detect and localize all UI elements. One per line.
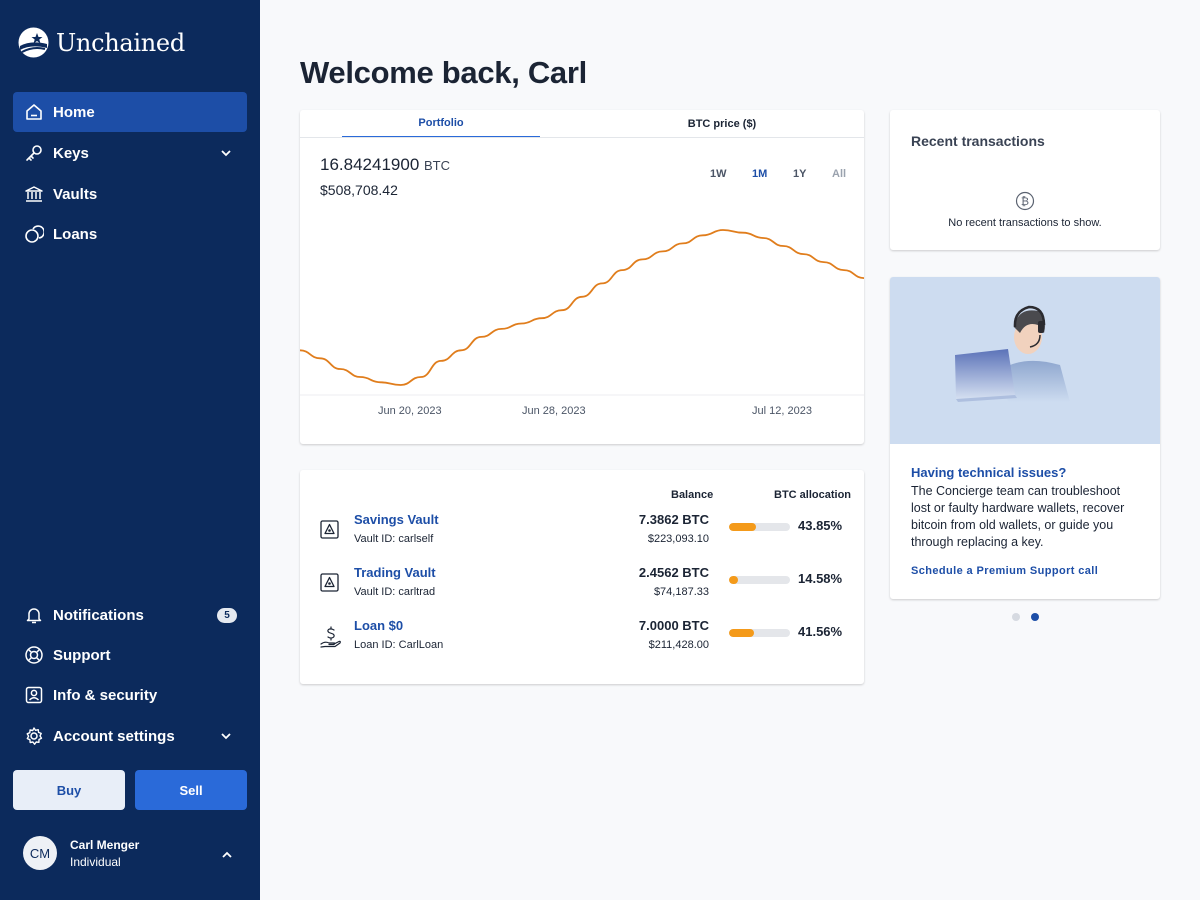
support-agent-illustration [955, 305, 1070, 402]
btc-balance: 16.84241900 BTC [320, 155, 450, 175]
bell-icon [24, 605, 44, 625]
lifebuoy-icon [24, 645, 44, 665]
loan-name[interactable]: Loan $0 [354, 618, 404, 633]
logo[interactable]: Unchained [17, 26, 185, 59]
balance-header: Balance [671, 489, 714, 501]
schedule-support-link[interactable]: Schedule a Premium Support call [911, 565, 1099, 577]
notification-count-badge: 5 [217, 608, 237, 623]
portfolio-series-line [300, 229, 864, 386]
support-card: Having technical issues? The Concierge t… [890, 277, 1160, 599]
sidebar-item-label: Home [53, 103, 95, 121]
bank-icon [24, 184, 44, 204]
x-tick-label: Jun 28, 2023 [522, 405, 586, 417]
btc-unit: BTC [424, 158, 451, 173]
loan-btc: 7.0000 BTC [638, 618, 709, 633]
sidebar-item-label: Info & security [53, 686, 158, 704]
transactions-empty-state: No recent transactions to show. [948, 217, 1102, 229]
range-1m[interactable]: 1M [752, 168, 768, 180]
btc-amount: 16.84241900 [320, 155, 420, 174]
allocation-header: BTC allocation [774, 489, 852, 501]
support-illustration [890, 277, 1160, 444]
sidebar-item-info-security[interactable]: Info & security [13, 675, 247, 715]
chevron-up-icon[interactable] [220, 848, 234, 862]
buy-button[interactable]: Buy [13, 770, 125, 810]
carousel-dot-active[interactable] [1031, 613, 1039, 621]
chevron-down-icon[interactable] [219, 729, 233, 743]
vault-icon [320, 573, 339, 592]
avatar: CM [23, 836, 57, 870]
sidebar-item-label: Keys [53, 144, 89, 162]
sidebar-item-label: Account settings [53, 727, 175, 745]
allocation-pct: 43.85% [798, 518, 843, 533]
vault-name[interactable]: Savings Vault [354, 512, 439, 527]
allocation-bar-fill [729, 576, 738, 584]
usd-balance: $508,708.42 [320, 182, 398, 198]
vault-id: Vault ID: carltrad [354, 586, 436, 598]
page-title: Welcome back, Carl [300, 55, 587, 90]
vault-row-trading[interactable]: Trading Vault Vault ID: carltrad 2.4562 … [300, 565, 864, 615]
vault-row-savings[interactable]: Savings Vault Vault ID: carlself 7.3862 … [300, 512, 864, 562]
home-icon [24, 102, 44, 122]
user-menu[interactable]: CM Carl Menger Individual [23, 835, 243, 871]
portfolio-line-chart [300, 229, 864, 396]
vaults-card: Balance BTC allocation Savings Vault Vau… [300, 470, 864, 684]
svg-text:₿: ₿ [1021, 195, 1029, 208]
sidebar-item-home[interactable]: Home [13, 92, 247, 132]
allocation-pct: 14.58% [798, 571, 843, 586]
sidebar-item-account-settings[interactable]: Account settings [13, 716, 247, 756]
user-name: Carl Menger [70, 838, 140, 852]
bitcoin-icon: ₿ [1015, 191, 1035, 211]
key-icon [24, 143, 44, 163]
gear-icon [24, 726, 44, 746]
vault-id: Vault ID: carlself [354, 533, 434, 545]
vault-btc: 7.3862 BTC [638, 512, 709, 527]
range-all[interactable]: All [832, 168, 847, 180]
sell-button[interactable]: Sell [135, 770, 247, 810]
vault-usd: $223,093.10 [647, 533, 709, 545]
tab-btc-price[interactable]: BTC price ($) [687, 118, 757, 130]
loan-hand-dollar-icon [320, 626, 341, 648]
sidebar-item-notifications[interactable]: Notifications 5 [13, 595, 247, 635]
loan-row[interactable]: Loan $0 Loan ID: CarlLoan 7.0000 BTC $21… [300, 618, 864, 668]
vault-name[interactable]: Trading Vault [354, 565, 436, 580]
sidebar: Unchained Home Keys Vaults Loans Notific… [0, 0, 260, 900]
x-tick-label: Jul 12, 2023 [752, 405, 812, 417]
loan-usd: $211,428.00 [648, 639, 709, 651]
sidebar-item-label: Vaults [53, 185, 98, 203]
sidebar-item-vaults[interactable]: Vaults [13, 174, 247, 214]
range-1y[interactable]: 1Y [793, 168, 807, 180]
allocation-bar-fill [729, 629, 755, 637]
allocation-bar-fill [729, 523, 756, 531]
sidebar-item-label: Notifications [53, 606, 144, 624]
vault-icon [320, 520, 339, 539]
unchained-logo-icon [18, 27, 49, 58]
allocation-bar [729, 576, 790, 584]
logo-text: Unchained [56, 28, 185, 57]
chevron-down-icon[interactable] [219, 146, 233, 160]
sidebar-item-label: Support [53, 646, 111, 664]
user-card-icon [24, 685, 44, 705]
sidebar-item-label: Loans [53, 225, 98, 243]
vault-btc: 2.4562 BTC [638, 565, 709, 580]
sidebar-item-support[interactable]: Support [13, 635, 247, 675]
tab-portfolio[interactable]: Portfolio [342, 110, 540, 138]
sidebar-item-loans[interactable]: Loans [13, 214, 247, 254]
loan-id: Loan ID: CarlLoan [354, 639, 444, 651]
recent-transactions-card: Recent transactions ₿ No recent transact… [890, 110, 1160, 250]
sidebar-item-keys[interactable]: Keys [13, 133, 247, 173]
range-1w[interactable]: 1W [710, 168, 727, 180]
support-heading: Having technical issues? [911, 465, 1067, 480]
transactions-title: Recent transactions [911, 133, 1045, 149]
carousel-dot[interactable] [1012, 613, 1020, 621]
portfolio-chart-card: Portfolio BTC price ($) 16.84241900 BTC … [300, 110, 864, 444]
tab-divider [300, 137, 864, 138]
loans-icon [24, 224, 44, 244]
allocation-bar [729, 629, 790, 637]
allocation-bar [729, 523, 790, 531]
support-body: The Concierge team can troubleshoot lost… [911, 484, 1125, 549]
user-role: Individual [70, 855, 121, 869]
allocation-pct: 41.56% [798, 624, 843, 639]
x-tick-label: Jun 20, 2023 [378, 405, 442, 417]
vault-usd: $74,187.33 [653, 586, 709, 598]
